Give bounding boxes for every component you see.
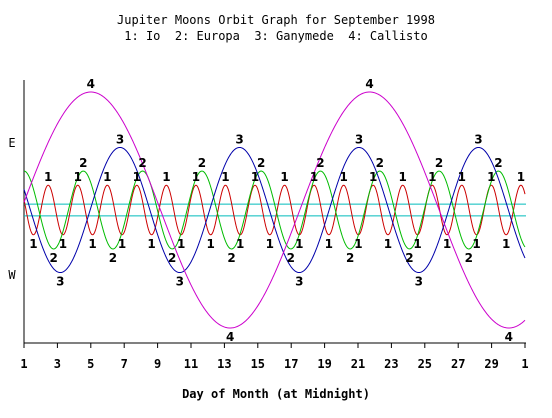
- series-1-extremum-label: 1: [443, 237, 451, 251]
- series-2-extremum-label: 2: [257, 156, 265, 170]
- series-1-extremum-label: 1: [339, 170, 347, 184]
- series-3-extremum-label: 3: [355, 132, 363, 146]
- chart-title: Jupiter Moons Orbit Graph for September …: [117, 13, 435, 27]
- x-tick-label: 9: [154, 357, 161, 371]
- series-1-extremum-label: 1: [384, 237, 392, 251]
- x-tick-label: 21: [351, 357, 365, 371]
- series-1-extremum-label: 1: [44, 170, 52, 184]
- x-tick-label: 1: [20, 357, 27, 371]
- series-3-extremum-label: 3: [474, 132, 482, 146]
- x-tick-label: 11: [184, 357, 198, 371]
- series-1-extremum-label: 1: [133, 170, 141, 184]
- east-label: E: [8, 136, 15, 150]
- series-2-extremum-label: 2: [346, 251, 354, 265]
- series-2-extremum-label: 2: [287, 251, 295, 265]
- x-tick-label: 29: [484, 357, 498, 371]
- series-1-line: [23, 184, 526, 236]
- series-1-extremum-label: 1: [74, 170, 82, 184]
- series-1-extremum-label: 1: [59, 237, 67, 251]
- series-2-extremum-label: 2: [198, 156, 206, 170]
- x-tick-label: 25: [418, 357, 432, 371]
- series-1-extremum-label: 1: [118, 237, 126, 251]
- x-tick-label: 23: [384, 357, 398, 371]
- x-tick-label: 27: [451, 357, 465, 371]
- series-2-extremum-label: 2: [79, 156, 87, 170]
- series-1-extremum-label: 1: [103, 170, 111, 184]
- series-4-extremum-label: 4: [505, 330, 513, 344]
- series-2-extremum-label: 2: [435, 156, 443, 170]
- series-1-extremum-label: 1: [502, 237, 510, 251]
- series-2-extremum-label: 2: [465, 251, 473, 265]
- series-1-extremum-label: 1: [177, 237, 185, 251]
- series-2-extremum-label: 2: [109, 251, 117, 265]
- series-1-extremum-label: 1: [369, 170, 377, 184]
- series-3-extremum-label: 3: [176, 275, 184, 289]
- series-1-extremum-label: 1: [192, 170, 200, 184]
- series-3-line: [23, 146, 526, 274]
- x-tick-label: 15: [251, 357, 265, 371]
- series-3-extremum-label: 3: [235, 132, 243, 146]
- series-1-extremum-label: 1: [354, 237, 362, 251]
- x-tick-label: 13: [217, 357, 231, 371]
- series-4-extremum-label: 4: [226, 330, 234, 344]
- x-tick-label: 3: [54, 357, 61, 371]
- series-2-extremum-label: 2: [49, 251, 57, 265]
- series-2-line: [23, 170, 526, 250]
- series-2-extremum-label: 2: [227, 251, 235, 265]
- series-1-extremum-label: 1: [88, 237, 96, 251]
- series-1-extremum-label: 1: [266, 237, 274, 251]
- series-2-extremum-label: 2: [138, 156, 146, 170]
- x-axis-label: Day of Month (at Midnight): [182, 387, 370, 401]
- x-tick-label: 1: [521, 357, 528, 371]
- series-1-extremum-label: 1: [162, 170, 170, 184]
- x-tick-label: 17: [284, 357, 298, 371]
- x-tick-label: 5: [87, 357, 94, 371]
- series-2-extremum-label: 2: [494, 156, 502, 170]
- series-3-extremum-label: 3: [415, 275, 423, 289]
- series-4-extremum-label: 4: [87, 77, 95, 91]
- series-2-extremum-label: 2: [405, 251, 413, 265]
- x-tick-label: 7: [121, 357, 128, 371]
- series-1-extremum-label: 1: [472, 237, 480, 251]
- series-1-extremum-label: 1: [310, 170, 318, 184]
- series-1-extremum-label: 1: [221, 170, 229, 184]
- series-4-extremum-label: 4: [365, 77, 373, 91]
- series-1-extremum-label: 1: [280, 170, 288, 184]
- series-2-extremum-label: 2: [376, 156, 384, 170]
- series-2-extremum-label: 2: [316, 156, 324, 170]
- west-label: W: [8, 268, 16, 282]
- series-3-extremum-label: 3: [56, 275, 64, 289]
- series-2-extremum-label: 2: [168, 251, 176, 265]
- series-3-extremum-label: 3: [116, 132, 124, 146]
- series-3-extremum-label: 3: [295, 275, 303, 289]
- series-1-extremum-label: 1: [413, 237, 421, 251]
- series-1-extremum-label: 1: [517, 170, 525, 184]
- series-1-extremum-label: 1: [428, 170, 436, 184]
- series-1-extremum-label: 1: [236, 237, 244, 251]
- series-4-line: [23, 91, 526, 329]
- chart-subtitle: 1: Io 2: Europa 3: Ganymede 4: Callisto: [124, 29, 428, 43]
- series-1-extremum-label: 1: [325, 237, 333, 251]
- series-1-extremum-label: 1: [487, 170, 495, 184]
- series-1-extremum-label: 1: [29, 237, 37, 251]
- series-1-extremum-label: 1: [251, 170, 259, 184]
- series-1-extremum-label: 1: [147, 237, 155, 251]
- series-1-extremum-label: 1: [295, 237, 303, 251]
- series-1-extremum-label: 1: [207, 237, 215, 251]
- series-1-extremum-label: 1: [458, 170, 466, 184]
- series-1-extremum-label: 1: [399, 170, 407, 184]
- x-tick-label: 19: [317, 357, 331, 371]
